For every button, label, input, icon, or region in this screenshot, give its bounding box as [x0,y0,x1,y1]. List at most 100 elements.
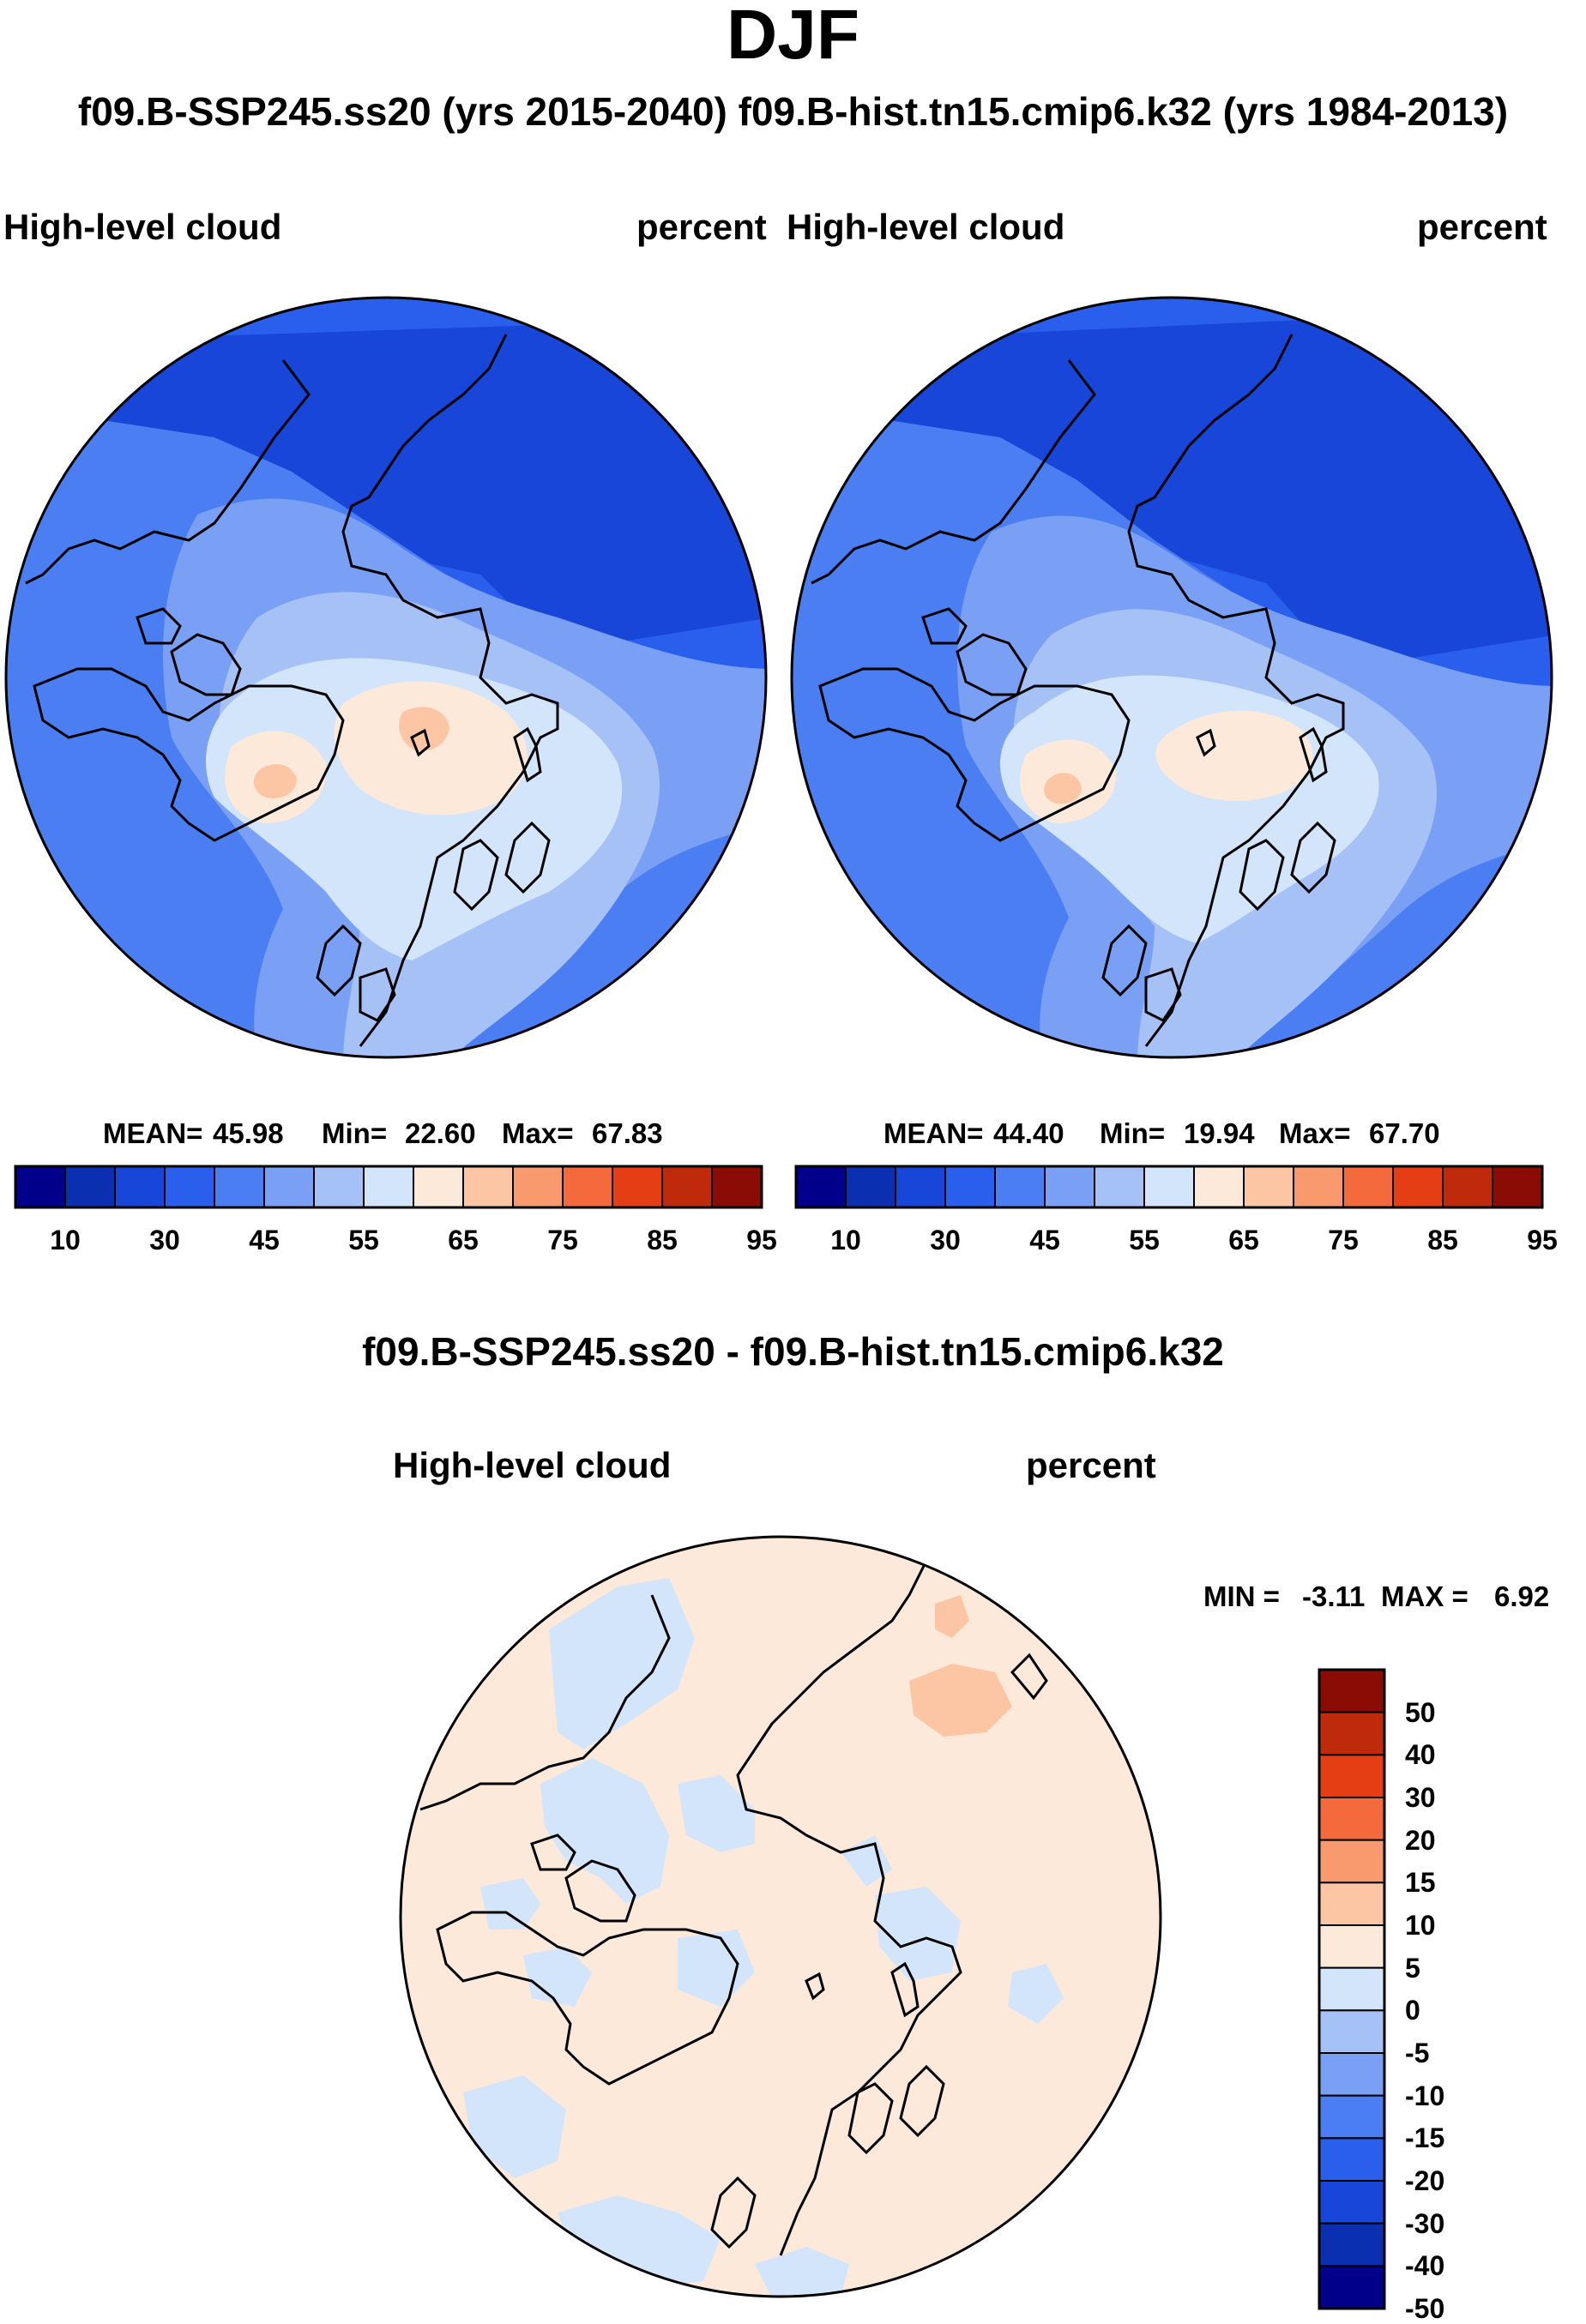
colorbar-diff-tick-label: 50 [1405,1696,1436,1728]
colorbar-2-tick-label: 55 [1129,1225,1160,1255]
colorbar-diff-tick-label: 15 [1405,1867,1436,1899]
colorbar-2-tick-label: 30 [930,1225,961,1255]
colorbar-1-swatch [512,1165,564,1208]
panel-1-variable: High-level cloud [3,207,282,247]
colorbar-diff-tick-label: -15 [1405,2122,1445,2154]
panel-2-max-value: 67.70 [1369,1117,1440,1149]
colorbar-diff-swatch [1318,1966,1385,2012]
colorbar-diff-swatch [1318,1839,1385,1884]
colorbar-1-tick-label: 65 [448,1225,479,1255]
panel-2-units: percent [1417,207,1547,247]
colorbar-diff-tick-label: 10 [1405,1910,1436,1941]
diff-variable: High-level cloud [393,1445,672,1485]
colorbar-2-swatch [1044,1165,1095,1208]
diff-max-label: MAX = [1381,1580,1468,1612]
panel-1-mean-label: MEAN= [103,1117,203,1149]
colorbar-diff-tick-label: 30 [1405,1782,1436,1813]
panel-1-min-value: 22.60 [405,1117,476,1149]
map-panel-2 [790,296,1553,1059]
colorbar-2-tick-label: 10 [830,1225,861,1255]
colorbar-1-swatch [313,1165,365,1208]
colorbar-1-tick-label: 45 [249,1225,280,1255]
panel-2-mean-label: MEAN= [883,1117,984,1149]
colorbar-diff-tick-label: -30 [1405,2207,1445,2239]
colorbar-2-swatch [1243,1165,1294,1208]
colorbar-2-tick-label: 85 [1427,1225,1458,1255]
subtitle: f09.B-SSP245.ss20 (yrs 2015-2040) f09.B-… [77,89,1509,134]
panel-1-max-label: Max= [502,1117,574,1149]
diff-units: percent [1026,1445,1156,1485]
colorbar-2-swatch [845,1165,896,1208]
colorbar-2-swatch [994,1165,1046,1208]
colorbar-diff-tick-label: 40 [1405,1739,1436,1771]
colorbar-2-swatch [1442,1165,1493,1208]
colorbar-2-tick-label: 95 [1527,1225,1558,1255]
colorbar-diff-tick-label: 20 [1405,1824,1436,1856]
colorbar-1-swatch [661,1165,713,1208]
panel-2-min-label: Min= [1100,1117,1166,1149]
colorbar-diff-tick-label: -40 [1405,2250,1445,2282]
colorbar-panel-1 [14,1165,763,1209]
panel-1-max-value: 67.83 [592,1117,663,1149]
colorbar-diff-swatch [1318,2052,1385,2097]
colorbar-1-swatch [413,1165,464,1208]
panel-1-min-label: Min= [322,1117,388,1149]
colorbar-diff-swatch [1318,2094,1385,2140]
colorbar-1-swatch [263,1165,315,1208]
colorbar-1-tick-label: 10 [50,1225,81,1255]
colorbar-diff [1318,1668,1386,2310]
colorbar-diff-swatch [1318,1924,1385,1969]
colorbar-diff-tick-label: -50 [1405,2293,1445,2324]
colorbar-diff-swatch [1318,2265,1385,2309]
panel-2-min-value: 19.94 [1184,1117,1255,1149]
colorbar-2-tick-label: 45 [1029,1225,1060,1255]
colorbar-2-swatch [1492,1165,1543,1208]
colorbar-2-swatch [1392,1165,1444,1208]
colorbar-diff-swatch [1318,1881,1385,1926]
colorbar-1-swatch [562,1165,613,1208]
colorbar-diff-swatch [1318,1711,1385,1756]
colorbar-2-swatch [944,1165,996,1208]
colorbar-1-swatch [711,1165,763,1208]
panel-1-units: percent [636,207,767,247]
colorbar-2-tick-label: 75 [1328,1225,1359,1255]
colorbar-1-tick-label: 55 [348,1225,379,1255]
colorbar-1-tick-label: 85 [647,1225,678,1255]
colorbar-1-swatch [164,1165,215,1208]
diff-min-label: MIN = [1203,1580,1280,1612]
colorbar-diff-swatch [1318,2180,1385,2225]
colorbar-1-tick-label: 30 [149,1225,180,1255]
colorbar-2-swatch [1143,1165,1195,1208]
colorbar-2-swatch [1293,1165,1344,1208]
colorbar-diff-swatch [1318,2137,1385,2182]
panel-2-variable: High-level cloud [787,207,1065,247]
colorbar-diff-tick-label: -10 [1405,2080,1445,2111]
colorbar-diff-tick-label: -5 [1405,2038,1430,2068]
colorbar-2-swatch [895,1165,946,1208]
colorbar-2-frame [794,1165,1544,1209]
panel-2-max-label: Max= [1279,1117,1351,1149]
panel-2-mean-value: 44.40 [993,1117,1064,1149]
diff-min-value: -3.11 [1302,1580,1366,1612]
map-panel-1 [4,296,768,1059]
colorbar-2-swatch [1193,1165,1245,1208]
diff-max-value: 6.92 [1494,1580,1550,1612]
diff-title: f09.B-SSP245.ss20 - f09.B-hist.tn15.cmip… [362,1329,1224,1374]
colorbar-1-swatch [15,1165,66,1208]
colorbar-1-tick-label: 75 [547,1225,578,1255]
colorbar-1-swatch [64,1165,116,1208]
map-diff [399,1535,1162,2298]
colorbar-2-tick-label: 65 [1228,1225,1259,1255]
colorbar-diff-swatch [1318,1669,1385,1713]
colorbar-diff-swatch [1318,2222,1385,2267]
colorbar-diff-tick-label: 0 [1405,1995,1420,2026]
colorbar-diff-swatch [1318,2009,1385,2055]
colorbar-1-swatch [612,1165,663,1208]
panel-1-mean-value: 45.98 [213,1117,284,1149]
colorbar-1-tick-label: 95 [746,1225,777,1255]
colorbar-1-swatch [114,1165,166,1208]
colorbar-diff-swatch [1318,1797,1385,1841]
colorbar-1-swatch [363,1165,414,1208]
colorbar-2-swatch [1094,1165,1145,1208]
colorbar-2-swatch [795,1165,847,1208]
